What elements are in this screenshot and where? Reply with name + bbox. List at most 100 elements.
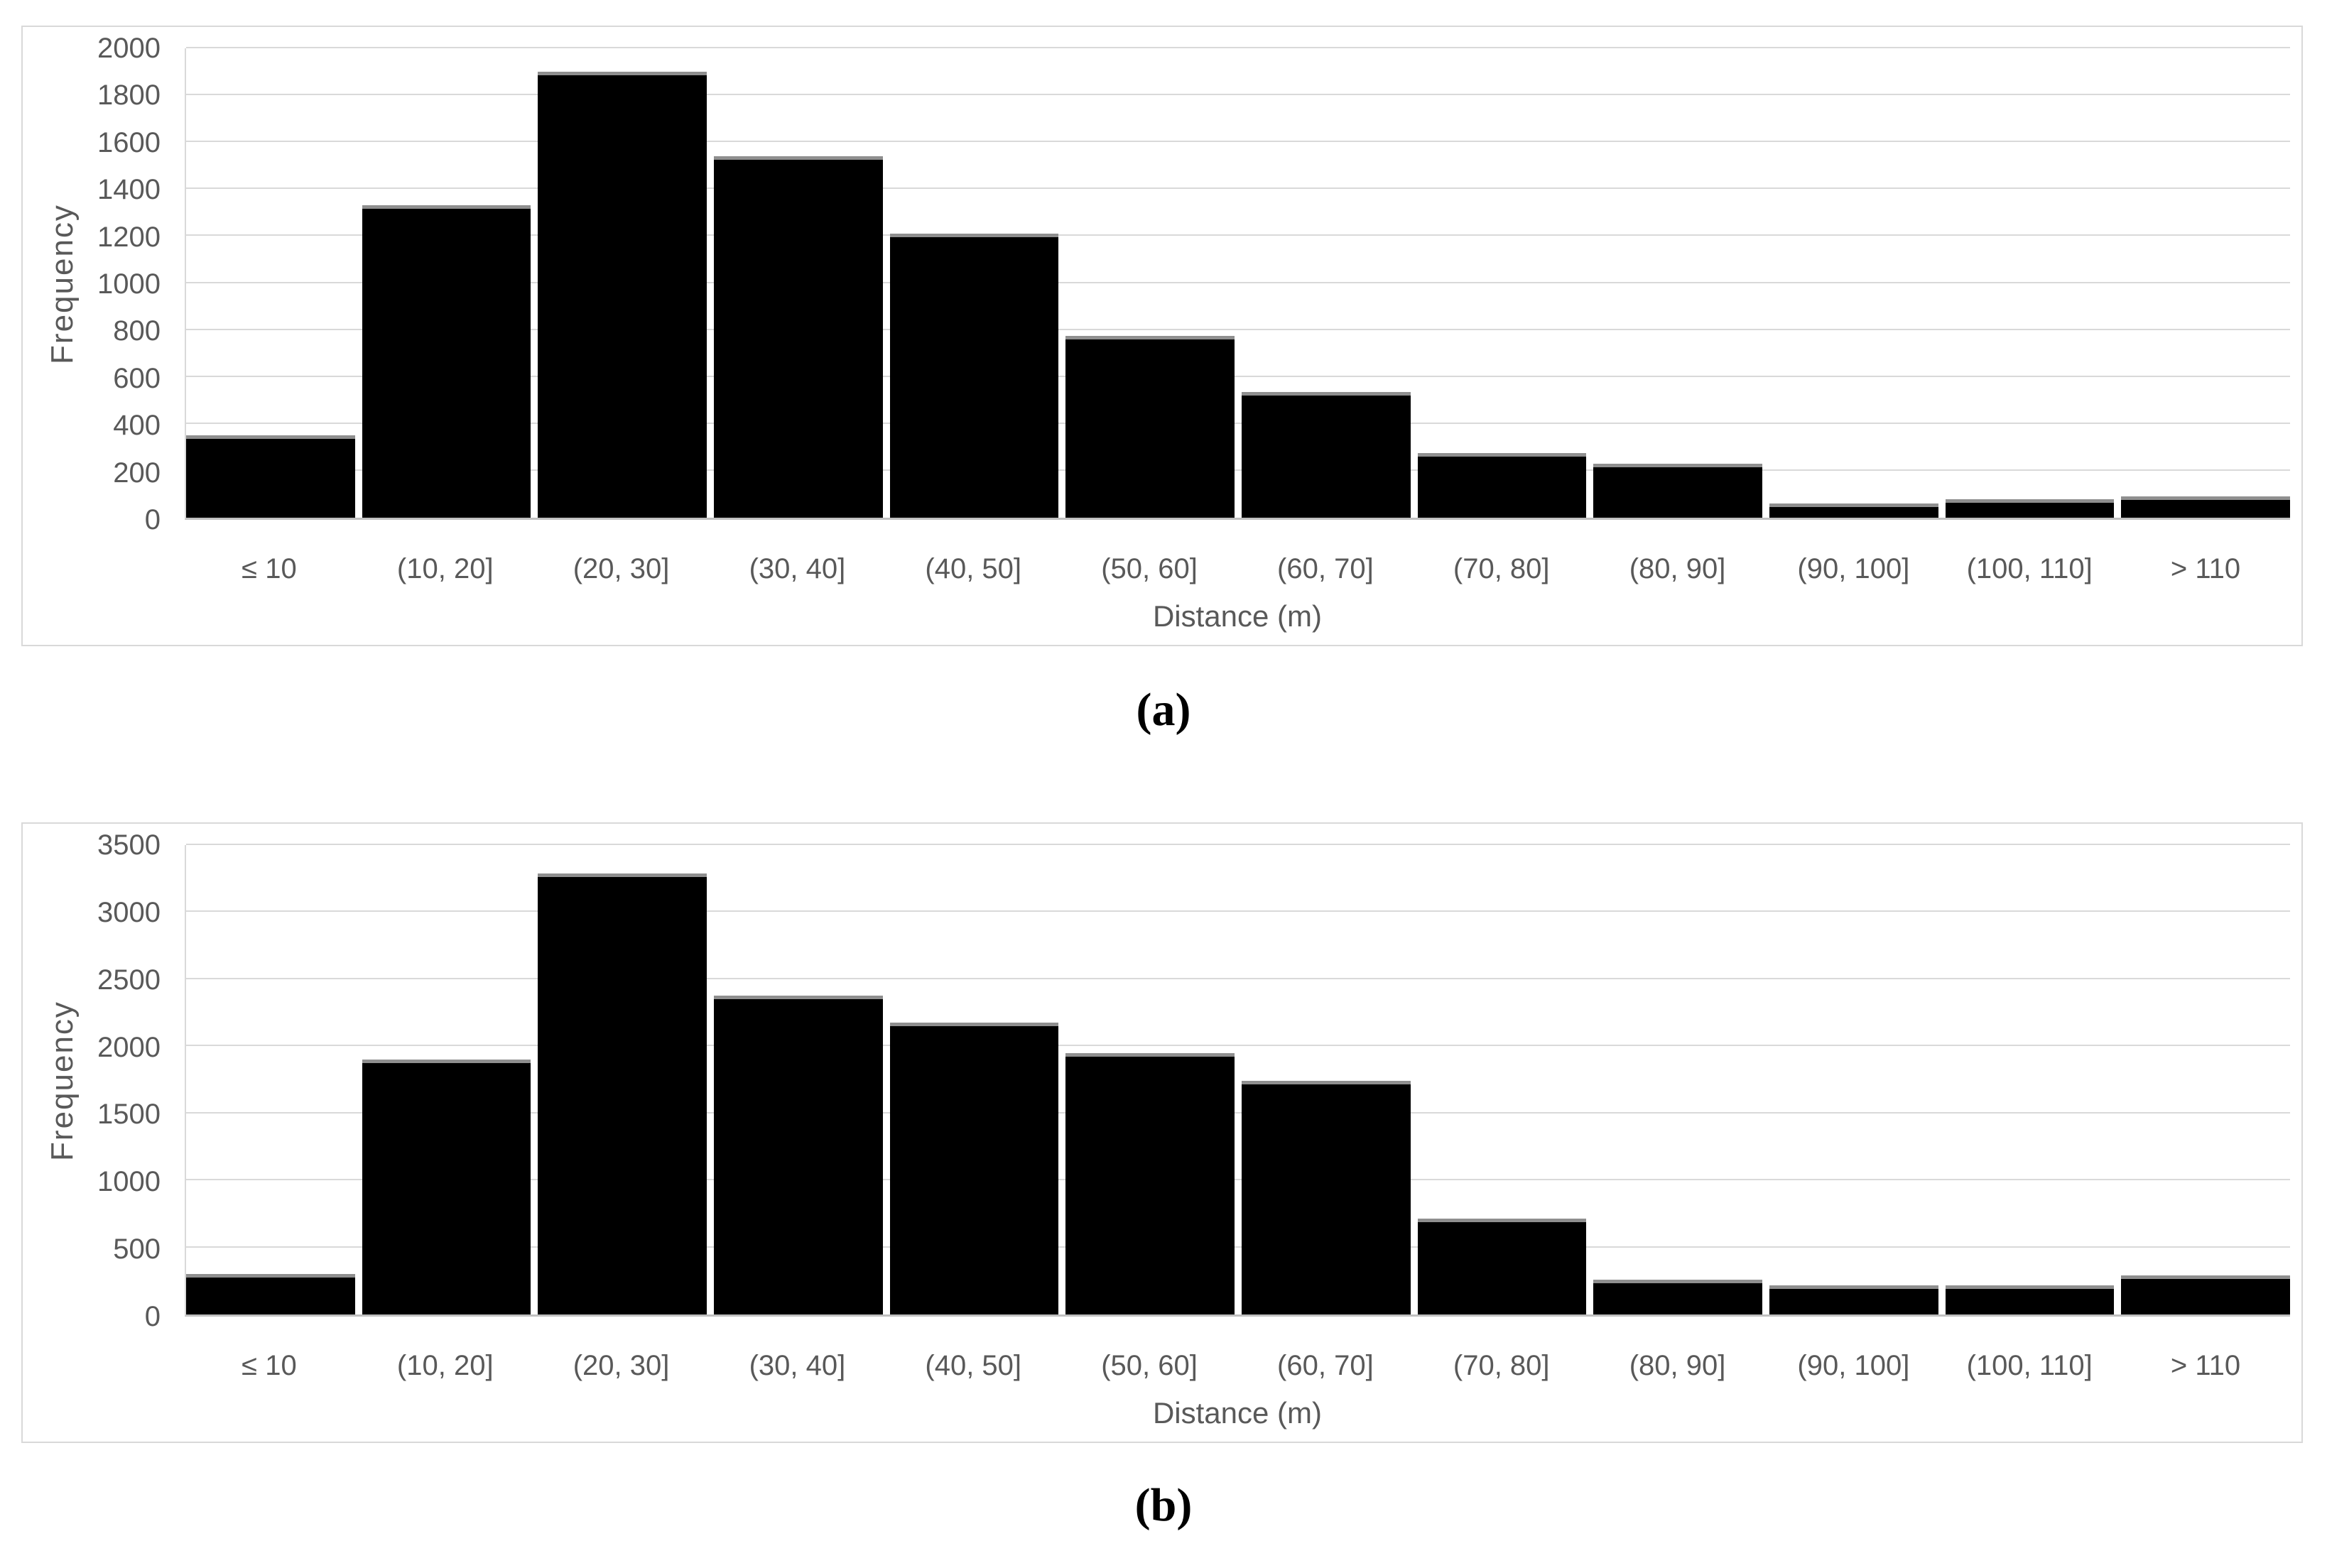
bar-a-11 — [1945, 499, 2115, 518]
bar-b-7 — [1242, 1081, 1411, 1314]
bar-b-3 — [538, 873, 707, 1314]
gridline-1800 — [186, 94, 2290, 96]
bar-a-8 — [1417, 453, 1587, 518]
bar-a-3 — [538, 72, 707, 518]
x-axis-title-a: Distance (m) — [1152, 599, 1323, 633]
x-tick-label-a-8: (70, 80] — [1453, 553, 1550, 584]
x-tick-label-b-8: (70, 80] — [1453, 1350, 1550, 1381]
gridline-500 — [186, 1246, 2290, 1248]
x-tick-label-a-7: (60, 70] — [1277, 553, 1374, 584]
bar-a-4 — [714, 156, 883, 518]
x-tick-label-a-3: (20, 30] — [573, 553, 670, 584]
x-tick-label-a-4: (30, 40] — [749, 553, 846, 584]
y-tick-label-1600: 1600 — [97, 126, 161, 158]
x-tick-label-b-11: (100, 110] — [1966, 1350, 2093, 1381]
x-axis-tick-labels-a: ≤ 10 (10, 20] (20, 30] (30, 40] (40, 50] (50,… — [185, 553, 2290, 585]
y-tick-label-1200: 1200 — [97, 221, 161, 253]
y-tick-label-1800: 1800 — [97, 80, 161, 111]
y-tick-label-0: 0 — [144, 504, 161, 535]
x-tick-label-a-9: (80, 90] — [1629, 553, 1726, 584]
bar-b-4 — [714, 996, 883, 1314]
gridline-2000 — [186, 1045, 2290, 1047]
x-tick-label-a-6: (50, 60] — [1101, 553, 1198, 584]
gridline-3000 — [186, 910, 2290, 913]
histogram-panel-a: Frequency 0 200 400 600 800 1000 1200 1400 1600 1… — [21, 26, 2303, 646]
x-tick-label-b-1: ≤ 10 — [242, 1350, 297, 1381]
x-tick-label-a-12: > 110 — [2170, 553, 2241, 584]
y-tick-label-500: 500 — [113, 1234, 161, 1265]
gridline-2500 — [186, 977, 2290, 979]
y-tick-label-600: 600 — [113, 362, 161, 394]
gridlines-a — [186, 47, 2290, 518]
y-tick-label-0: 0 — [144, 1301, 161, 1332]
x-tick-label-b-6: (50, 60] — [1101, 1350, 1198, 1381]
y-tick-label-800: 800 — [113, 315, 161, 347]
y-tick-label-2000: 2000 — [97, 1031, 161, 1063]
y-tick-label-2000: 2000 — [97, 33, 161, 64]
y-tick-label-2500: 2500 — [97, 964, 161, 996]
x-tick-label-a-5: (40, 50] — [925, 553, 1022, 584]
bar-b-9 — [1593, 1279, 1763, 1314]
x-tick-label-a-11: (100, 110] — [1966, 553, 2093, 584]
x-tick-label-a-2: (10, 20] — [396, 553, 494, 584]
y-tick-label-3000: 3000 — [97, 896, 161, 928]
bar-b-8 — [1417, 1218, 1587, 1314]
y-axis-tick-labels-a: 0 200 400 600 800 1000 1200 1400 1600 1800 2000 — [23, 34, 168, 534]
gridline-200 — [186, 469, 2290, 471]
gridline-1600 — [186, 141, 2290, 143]
bar-b-6 — [1065, 1052, 1235, 1314]
histogram-panel-b: Frequency 0 500 1000 1500 2000 2500 3000 3500 ≤… — [21, 822, 2303, 1443]
bars-b — [186, 845, 2291, 1314]
gridline-800 — [186, 328, 2290, 330]
gridline-3500 — [186, 844, 2290, 845]
x-tick-label-b-9: (80, 90] — [1629, 1350, 1726, 1381]
bar-b-2 — [362, 1060, 531, 1314]
x-tick-label-b-12: > 110 — [2170, 1350, 2241, 1381]
gridline-1000 — [186, 1179, 2290, 1181]
y-axis-tick-labels-b: 0 500 1000 1500 2000 2500 3000 3500 — [23, 831, 168, 1331]
bar-a-12 — [2121, 496, 2291, 518]
caption-b: (b) — [1134, 1479, 1193, 1531]
x-tick-label-b-10: (90, 100] — [1797, 1350, 1910, 1381]
gridline-1000 — [186, 281, 2290, 283]
x-tick-label-b-3: (20, 30] — [573, 1350, 670, 1381]
bar-a-6 — [1065, 335, 1235, 518]
y-tick-label-200: 200 — [113, 457, 161, 489]
y-tick-label-400: 400 — [113, 410, 161, 442]
x-tick-label-a-1: ≤ 10 — [242, 553, 297, 584]
plot-area-a — [185, 47, 2291, 520]
gridline-400 — [186, 422, 2290, 424]
x-tick-label-b-5: (40, 50] — [925, 1350, 1022, 1381]
bar-a-5 — [889, 234, 1059, 518]
y-tick-label-1500: 1500 — [97, 1099, 161, 1131]
bar-b-12 — [2121, 1275, 2291, 1314]
caption-a: (a) — [1136, 684, 1191, 736]
plot-area-b — [185, 844, 2291, 1317]
gridline-1400 — [186, 187, 2290, 190]
gridline-2000 — [186, 47, 2290, 48]
y-tick-label-3500: 3500 — [97, 829, 161, 861]
gridline-600 — [186, 375, 2290, 377]
bar-b-5 — [889, 1023, 1059, 1314]
bar-a-9 — [1593, 464, 1763, 518]
x-tick-label-b-2: (10, 20] — [396, 1350, 494, 1381]
bar-a-2 — [362, 205, 531, 518]
bar-a-1 — [186, 435, 355, 518]
y-tick-label-1400: 1400 — [97, 174, 161, 206]
y-tick-label-1000: 1000 — [97, 268, 161, 300]
x-tick-label-b-4: (30, 40] — [749, 1350, 846, 1381]
gridlines-b — [186, 844, 2290, 1314]
x-axis-title-b: Distance (m) — [1152, 1396, 1323, 1430]
gridline-1200 — [186, 234, 2290, 236]
bar-a-10 — [1769, 503, 1938, 518]
y-tick-label-1000: 1000 — [97, 1166, 161, 1198]
x-tick-label-a-10: (90, 100] — [1797, 553, 1910, 584]
bars-a — [186, 48, 2291, 518]
bar-b-1 — [186, 1274, 355, 1314]
x-tick-label-b-7: (60, 70] — [1277, 1350, 1374, 1381]
gridline-1500 — [186, 1111, 2290, 1114]
bar-b-11 — [1945, 1285, 2115, 1314]
bar-a-7 — [1242, 392, 1411, 518]
x-axis-tick-labels-b: ≤ 10 (10, 20] (20, 30] (30, 40] (40, 50] (50,… — [185, 1350, 2290, 1382]
